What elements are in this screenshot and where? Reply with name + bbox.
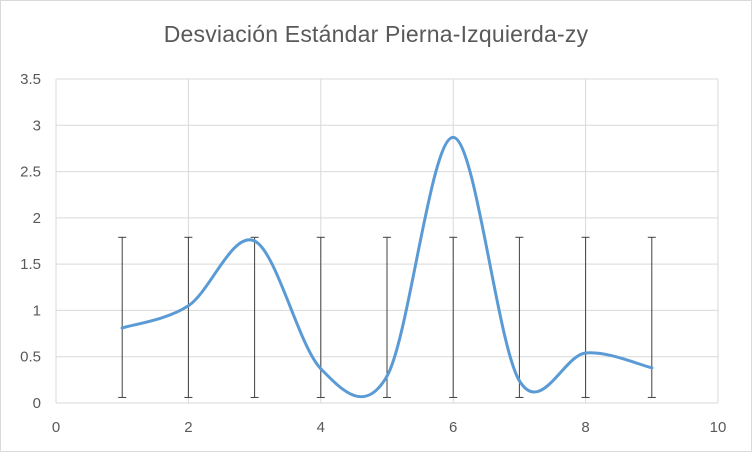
- chart-title: Desviación Estándar Pierna-Izquierda-zy: [163, 21, 589, 47]
- y-tick-label: 3: [33, 117, 41, 134]
- x-tick-label: 4: [317, 419, 325, 436]
- data-point: [584, 351, 588, 355]
- x-tick-label: 6: [449, 419, 457, 436]
- y-tick-label: 0.5: [20, 349, 41, 366]
- data-point: [120, 326, 124, 330]
- data-point: [186, 304, 190, 308]
- y-tick-label: 2.5: [20, 164, 41, 181]
- y-tick-label: 3.5: [20, 71, 41, 88]
- y-tick-label: 0: [33, 395, 41, 412]
- y-tick-label: 1.5: [20, 256, 41, 273]
- x-tick-label: 10: [710, 419, 727, 436]
- data-point: [319, 367, 323, 371]
- data-point: [451, 135, 455, 139]
- y-tick-label: 2: [33, 210, 41, 227]
- y-tick-label: 1: [33, 302, 41, 319]
- series-line: [120, 135, 654, 399]
- data-point: [650, 366, 654, 370]
- x-tick-label: 8: [581, 419, 589, 436]
- x-tick-label: 2: [184, 419, 192, 436]
- data-point: [517, 379, 521, 383]
- data-point: [385, 374, 389, 378]
- data-point: [253, 239, 257, 243]
- x-tick-label: 0: [52, 419, 60, 436]
